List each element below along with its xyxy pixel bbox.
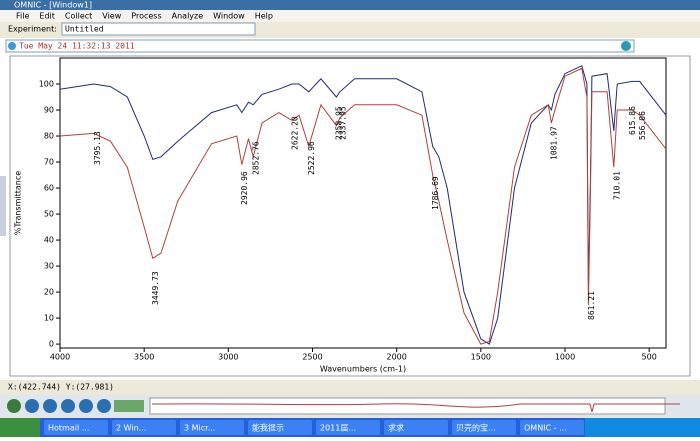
experiment-select[interactable] (61, 22, 256, 36)
task-label: 求求 (388, 423, 404, 433)
menu-bar (0, 10, 700, 22)
task-label: 2011届... (320, 424, 356, 433)
experiment-label: Experiment: (8, 25, 57, 34)
peak-label: 3449.73 (151, 271, 160, 305)
menu-item[interactable]: Window (213, 12, 245, 21)
tool-icon[interactable] (7, 399, 21, 413)
spectrum-line (59, 67, 667, 345)
peak-label: 2522.96 (307, 141, 316, 175)
y-tick-label: 100 (39, 80, 54, 89)
spectrum-thumbnail (149, 397, 666, 415)
y-tick-label: 10 (44, 314, 54, 323)
y-tick-label: 0 (49, 340, 54, 349)
task-button[interactable] (384, 420, 448, 435)
tool-icons (7, 399, 144, 413)
task-label: 2 Win... (116, 424, 146, 433)
tool-icon[interactable] (114, 400, 144, 412)
task-button[interactable] (44, 420, 108, 435)
task-label: OMNIC - ... (524, 424, 567, 433)
y-tick-label: 20 (44, 288, 54, 297)
y-axis-label: %Transmittance (14, 171, 23, 235)
x-tick-label: 3500 (134, 353, 154, 362)
x-tick-label: 3000 (218, 353, 238, 362)
menu-item[interactable]: Edit (39, 12, 55, 21)
y-tick-label: 50 (44, 210, 54, 219)
task-label: 能我提示 (252, 423, 284, 433)
menu-item[interactable]: Process (131, 12, 161, 21)
peak-label: 2920.96 (240, 171, 249, 205)
title-bar (0, 0, 700, 10)
spectrum-header-box (5, 39, 635, 53)
task-button[interactable] (452, 420, 516, 435)
peak-label: 2358.95 (335, 106, 344, 140)
x-tick-label: 1500 (471, 353, 491, 362)
info-icon[interactable] (8, 42, 16, 50)
peak-label: 3795.13 (93, 131, 102, 165)
peak-label: 1081.97 (550, 126, 559, 160)
plot-area (59, 57, 667, 349)
task-button[interactable] (248, 420, 312, 435)
x-tick-label: 1000 (555, 353, 575, 362)
status-text: X:(422.744) Y:(27.981) (8, 383, 114, 392)
tool-icon[interactable] (79, 399, 93, 413)
y-tick-label: 40 (44, 236, 54, 245)
plot: 0 10 20 30 40 50 60 70 80 90 100 4000 3500 3000 2500 20… (14, 57, 667, 374)
menu-item[interactable]: View (102, 12, 121, 21)
y-tick-label: 90 (44, 106, 54, 115)
y-tick-label: 80 (44, 132, 54, 141)
x-tick-label: 4000 (50, 353, 70, 362)
peak-label: 1786.69 (431, 176, 440, 210)
thumbnail-trace (151, 403, 680, 413)
tray (585, 418, 700, 437)
peak-label: 861.21 (587, 291, 596, 320)
tool-icon[interactable] (61, 399, 75, 413)
tool-icon[interactable] (43, 399, 57, 413)
task-button[interactable] (180, 420, 244, 435)
header-button[interactable] (621, 41, 631, 51)
y-tick-label: 30 (44, 262, 54, 271)
task-label: 3 Micr... (184, 424, 215, 433)
tool-icon[interactable] (25, 399, 39, 413)
peak-label: 2852.76 (252, 141, 261, 175)
x-axis-label: Wavenumbers (cm-1) (320, 365, 406, 374)
side-tab[interactable] (0, 176, 6, 236)
x-tick-label: 500 (642, 353, 657, 362)
status-bar (0, 380, 700, 393)
peak-label: 615.86 (628, 106, 637, 135)
peak-label: 556.06 (638, 111, 647, 140)
peak-label: 710.01 (612, 171, 621, 200)
task-button[interactable] (316, 420, 380, 435)
peak-label: 2622.20 (290, 116, 299, 150)
menu-item[interactable]: Analyze (172, 12, 204, 21)
peak-label: 2337.95 (338, 106, 347, 140)
menu-item[interactable]: File (16, 12, 29, 21)
start-button[interactable] (0, 418, 40, 437)
task-label: Hotmail ... (48, 424, 89, 433)
x-tick-label: 2000 (386, 353, 406, 362)
tool-icon[interactable] (97, 399, 111, 413)
window-title: OMNIC - [Window1] (14, 1, 92, 10)
menu-item[interactable]: Help (255, 12, 273, 21)
spectrum-header: Tue May 24 11:32:13 2011 (19, 42, 135, 51)
x-tick-label: 2500 (302, 353, 322, 362)
menu-item[interactable]: Collect (65, 12, 92, 21)
experiment-value: Untitled (65, 25, 104, 34)
y-tick-label: 60 (44, 184, 54, 193)
task-label: 贝壳的宝... (456, 423, 496, 433)
y-tick-label: 70 (44, 158, 54, 167)
task-button[interactable] (112, 420, 176, 435)
task-button[interactable] (520, 420, 584, 435)
